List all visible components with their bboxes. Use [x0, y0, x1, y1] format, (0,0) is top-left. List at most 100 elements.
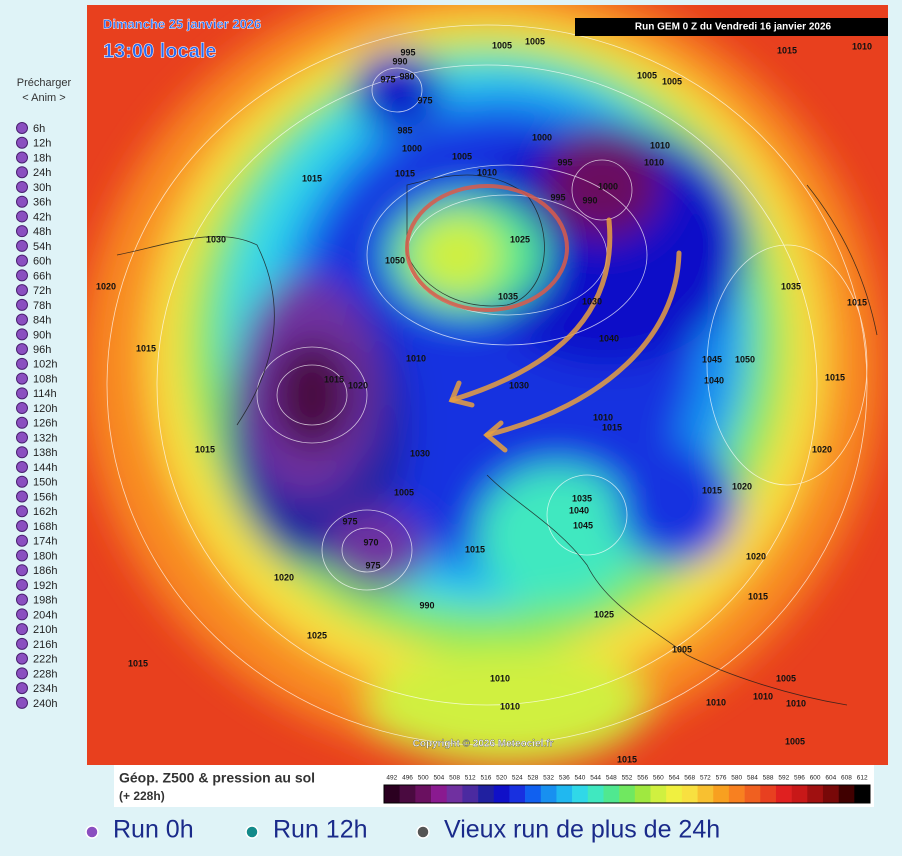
hour-link[interactable]: 156h	[33, 491, 57, 503]
hour-link[interactable]: 228h	[33, 668, 57, 680]
hour-bullet[interactable]	[16, 519, 28, 532]
hour-link[interactable]: 24h	[33, 167, 51, 179]
hour-link[interactable]: 120h	[33, 403, 57, 415]
hour-bullet[interactable]	[16, 225, 28, 238]
scale-swatch	[666, 785, 683, 803]
hour-link[interactable]: 72h	[33, 285, 51, 297]
pressure-label: 1030	[206, 234, 226, 244]
preload[interactable]: Précharger	[17, 77, 72, 89]
scale-swatch	[446, 785, 463, 803]
hour-link[interactable]: 60h	[33, 256, 51, 268]
hour-link[interactable]: 102h	[33, 359, 57, 371]
hour-bullet[interactable]	[16, 343, 28, 356]
hour-bullet[interactable]	[16, 239, 28, 252]
hour-link[interactable]: 198h	[33, 595, 57, 607]
pressure-label: 1005	[672, 644, 692, 654]
hour-bullet[interactable]	[16, 402, 28, 415]
hour-bullet[interactable]	[16, 166, 28, 179]
hour-link[interactable]: 222h	[33, 654, 57, 666]
hour-bullet[interactable]	[16, 151, 28, 164]
hour-bullet[interactable]	[16, 357, 28, 370]
hour-bullet[interactable]	[16, 284, 28, 297]
pressure-label: 970	[363, 537, 378, 547]
scale-swatch	[525, 785, 542, 803]
hour-bullet[interactable]	[16, 534, 28, 547]
hour-link[interactable]: 18h	[33, 152, 51, 164]
hour-bullet[interactable]	[16, 682, 28, 695]
hour-bullet[interactable]	[16, 505, 28, 518]
hour-bullet[interactable]	[16, 210, 28, 223]
hour-link[interactable]: 84h	[33, 315, 51, 327]
hour-bullet[interactable]	[16, 549, 28, 562]
hour-bullet[interactable]	[16, 195, 28, 208]
scale-label: 548	[606, 775, 617, 782]
hour-bullet[interactable]	[16, 122, 28, 134]
hour-bullet[interactable]	[16, 652, 28, 665]
anim[interactable]: < Anim >	[22, 92, 65, 104]
hour-link[interactable]: 78h	[33, 300, 51, 312]
hour-bullet[interactable]	[16, 608, 28, 621]
annotations	[405, 184, 682, 453]
hour-link[interactable]: 138h	[33, 447, 57, 459]
pressure-label: 1025	[307, 630, 327, 640]
hour-bullet[interactable]	[16, 416, 28, 429]
hour-link[interactable]: 162h	[33, 506, 57, 518]
hour-bullet[interactable]	[16, 298, 28, 311]
hour-link[interactable]: 216h	[33, 639, 57, 651]
hour-link[interactable]: 132h	[33, 432, 57, 444]
hour-link[interactable]: 90h	[33, 329, 51, 341]
hour-bullet[interactable]	[16, 254, 28, 267]
run-label: Run 12h	[273, 816, 368, 844]
hour-link[interactable]: 6h	[33, 123, 45, 135]
hour-link[interactable]: 108h	[33, 373, 57, 385]
pressure-label: 975	[342, 516, 357, 526]
hour-link[interactable]: 174h	[33, 536, 57, 548]
hour-link[interactable]: 96h	[33, 344, 51, 356]
hour-bullet[interactable]	[16, 696, 28, 709]
hour-link[interactable]: 150h	[33, 477, 57, 489]
scale-swatch	[634, 785, 651, 803]
hour-bullet[interactable]	[16, 637, 28, 650]
hour-bullet[interactable]	[16, 475, 28, 488]
hour-bullet[interactable]	[16, 328, 28, 341]
pressure-label: 1015	[302, 173, 322, 183]
scale-label: 564	[669, 775, 680, 782]
hour-bullet[interactable]	[16, 593, 28, 606]
hour-bullet[interactable]	[16, 431, 28, 444]
hour-link[interactable]: 30h	[33, 182, 51, 194]
hour-bullet[interactable]	[16, 372, 28, 385]
hour-bullet[interactable]	[16, 180, 28, 193]
pressure-label: 985	[397, 125, 412, 135]
hour-bullet[interactable]	[16, 461, 28, 474]
pressure-label: 1025	[510, 234, 530, 244]
hour-bullet[interactable]	[16, 446, 28, 459]
hour-bullet[interactable]	[16, 667, 28, 680]
hour-bullet[interactable]	[16, 490, 28, 503]
hour-link[interactable]: 48h	[33, 226, 51, 238]
hour-link[interactable]: 180h	[33, 550, 57, 562]
scale-label: 532	[543, 775, 554, 782]
hour-bullet[interactable]	[16, 564, 28, 577]
hour-link[interactable]: 12h	[33, 138, 51, 150]
hour-link[interactable]: 204h	[33, 609, 57, 621]
hour-link[interactable]: 126h	[33, 418, 57, 430]
hour-link[interactable]: 42h	[33, 211, 51, 223]
hour-bullet[interactable]	[16, 623, 28, 636]
run-bullet	[416, 825, 430, 839]
hour-link[interactable]: 186h	[33, 565, 57, 577]
hour-bullet[interactable]	[16, 136, 28, 149]
hour-link[interactable]: 240h	[33, 698, 57, 710]
hour-link[interactable]: 168h	[33, 521, 57, 533]
hour-link[interactable]: 192h	[33, 580, 57, 592]
hour-bullet[interactable]	[16, 578, 28, 591]
hour-bullet[interactable]	[16, 313, 28, 326]
hour-link[interactable]: 36h	[33, 197, 51, 209]
hour-bullet[interactable]	[16, 269, 28, 282]
hour-bullet[interactable]	[16, 387, 28, 400]
hour-link[interactable]: 54h	[33, 241, 51, 253]
hour-link[interactable]: 114h	[33, 388, 57, 400]
hour-link[interactable]: 144h	[33, 462, 57, 474]
hour-link[interactable]: 210h	[33, 624, 57, 636]
hour-link[interactable]: 66h	[33, 270, 51, 282]
hour-link[interactable]: 234h	[33, 683, 57, 695]
